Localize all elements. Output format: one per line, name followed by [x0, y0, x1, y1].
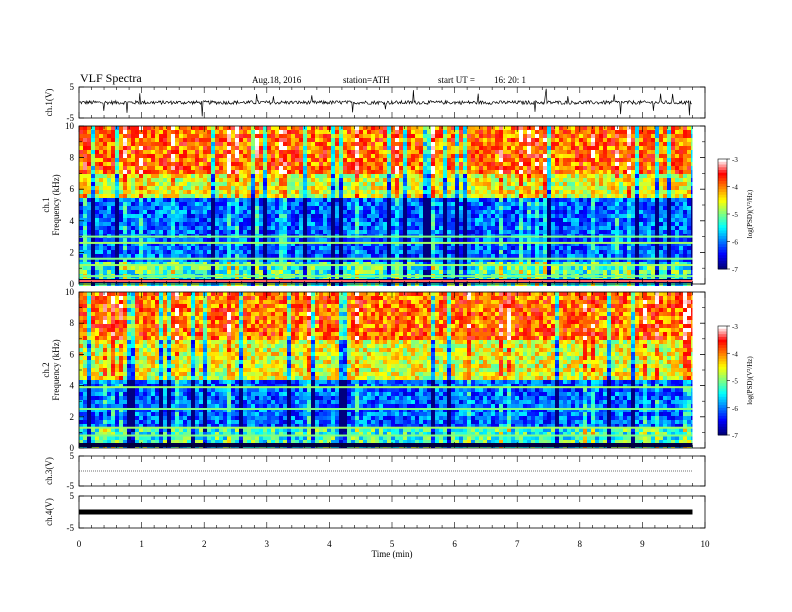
- ch2-spectrogram-dc-band: [79, 443, 693, 447]
- xtick-label: 6: [452, 539, 457, 549]
- ch3-waveform-ylabel: ch.3(V): [44, 457, 54, 485]
- figure-title: VLF Spectra: [80, 71, 142, 85]
- ch4-waveform-ytick-label: -5: [67, 523, 75, 533]
- ch2-spectrogram-line: [79, 408, 693, 410]
- xtick-label: 8: [578, 539, 583, 549]
- ch2-spectrogram-ylabel-channel: ch.2: [41, 362, 51, 377]
- ch1-spectrogram-dc-line: [79, 280, 693, 282]
- ch1-spectrogram-ylabel-channel: ch.1: [41, 197, 51, 212]
- ch2-spectrogram-line: [79, 386, 693, 389]
- ch1-spectrogram-ytick-label: 0: [70, 279, 75, 289]
- ch1-spectrogram-ytick-label: 4: [70, 216, 75, 226]
- ch1-spectrogram-ytick-label: 10: [65, 121, 75, 131]
- ch1-spectrogram-image: [79, 126, 693, 286]
- ch1-spectrogram-line: [79, 235, 693, 238]
- colorbar-tick-label: -5: [732, 211, 738, 219]
- ch1-spectrogram-line: [79, 275, 693, 278]
- start-label: start UT =: [438, 75, 475, 85]
- station-label: station=ATH: [343, 75, 390, 85]
- xtick-label: 3: [265, 539, 270, 549]
- ch1-spectrogram-ytick-label: 6: [70, 184, 75, 194]
- start-time-label: 16: 20: 1: [494, 75, 527, 85]
- ch2-spectrogram-ytick-label: 8: [70, 318, 75, 328]
- colorbar-tick-label: -4: [732, 184, 738, 192]
- xtick-label: 4: [327, 539, 332, 549]
- xtick-label: 0: [77, 539, 82, 549]
- ch1-waveform-ytick-label: 5: [70, 82, 75, 92]
- colorbar-label: log(PSD)(V²/Hz): [746, 356, 754, 405]
- colorbar-2: [718, 326, 727, 436]
- colorbar-tick-label: -7: [732, 266, 738, 274]
- colorbar-tick-label: -7: [732, 432, 738, 440]
- colorbar-tick-label: -3: [732, 156, 738, 164]
- ch2-spectrogram-ytick-label: 0: [70, 443, 75, 453]
- colorbar-tick-label: -6: [732, 405, 738, 413]
- ch2-spectrogram-line: [79, 426, 693, 429]
- ch4-waveform-ytick-label: 5: [70, 491, 75, 501]
- xtick-label: 10: [701, 539, 711, 549]
- ch1-waveform-trace: [78, 88, 692, 117]
- ch1-waveform-ytick-label: -5: [67, 113, 75, 123]
- colorbar-tick-label: -6: [732, 239, 738, 247]
- ch1-spectrogram-ylabel-quantity: Frequency (kHz): [51, 174, 61, 235]
- xaxis-label: Time (min): [372, 549, 413, 559]
- date-label: Aug.18, 2016: [252, 75, 302, 85]
- ch2-spectrogram-ytick-label: 6: [70, 349, 75, 359]
- colorbar-tick-label: -5: [732, 378, 738, 386]
- colorbar-1: [718, 159, 727, 270]
- ch2-spectrogram-image: [79, 292, 693, 448]
- xtick-label: 5: [390, 539, 395, 549]
- ch4-waveform-trace: [79, 509, 693, 515]
- ch2-spectrogram-ytick-label: 2: [70, 412, 75, 422]
- colorbar-tick-label: -4: [732, 350, 738, 358]
- ch2-spectrogram-line: [79, 434, 693, 437]
- xtick-label: 1: [139, 539, 144, 549]
- xtick-label: 9: [640, 539, 645, 549]
- ch1-spectrogram-line: [79, 264, 693, 267]
- colorbar-label: log(PSD)(V²/Hz): [746, 189, 754, 238]
- ch3-waveform-ytick-label: -5: [67, 481, 75, 491]
- ch1-spectrogram-ytick-label: 2: [70, 247, 75, 257]
- ch2-spectrogram-ylabel-quantity: Frequency (kHz): [51, 339, 61, 400]
- ch1-spectrogram-line: [79, 257, 693, 260]
- ch2-spectrogram-ytick-label: 4: [70, 381, 75, 391]
- ch1-waveform-ylabel: ch.1(V): [44, 89, 54, 117]
- xtick-label: 2: [202, 539, 207, 549]
- ch1-spectrogram-line: [79, 241, 693, 244]
- ch1-spectrogram-ytick-label: 8: [70, 153, 75, 163]
- ch2-spectrogram-ytick-label: 10: [65, 287, 75, 297]
- ch3-waveform-ytick-label: 5: [70, 451, 75, 461]
- xtick-label: 7: [515, 539, 520, 549]
- colorbar-tick-label: -3: [732, 323, 738, 331]
- ch4-waveform-ylabel: ch.4(V): [44, 498, 54, 526]
